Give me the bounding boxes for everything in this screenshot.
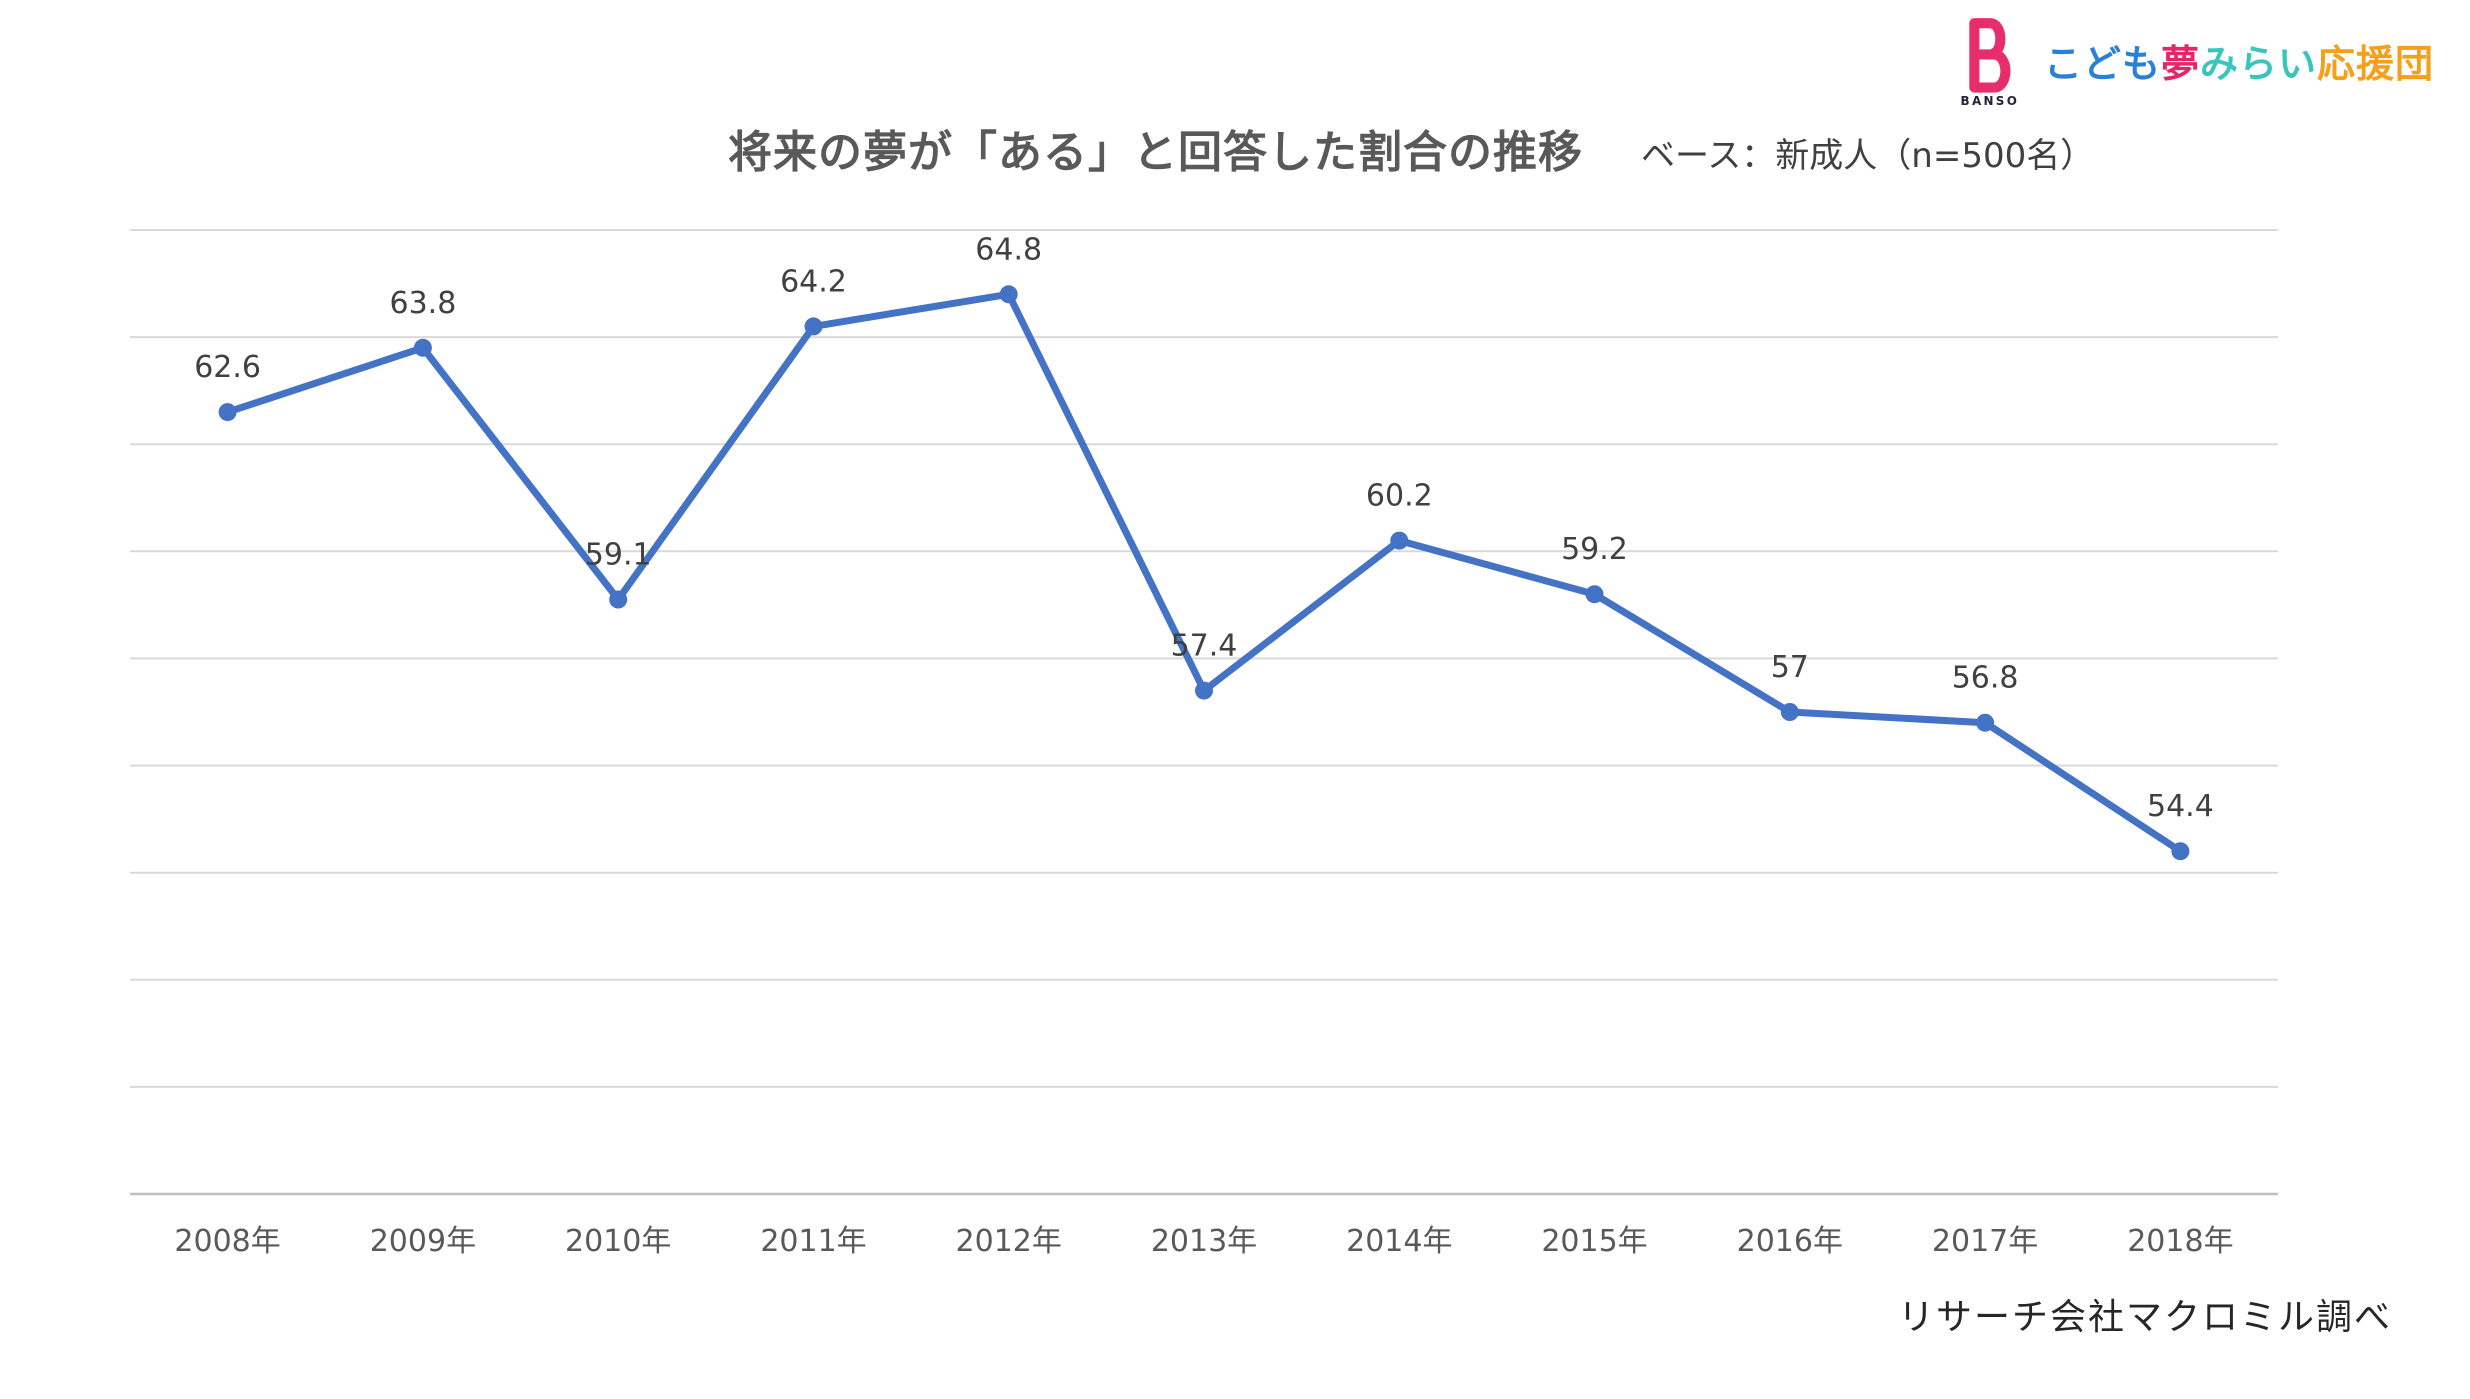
data-label: 64.2 [780, 264, 847, 299]
source-note: リサーチ会社マクロミル調べ [1897, 1297, 2392, 1338]
data-label: 57.4 [1171, 629, 1238, 664]
data-point-marker [2171, 842, 2190, 861]
logo-text-segment: 応援団 [2316, 41, 2434, 86]
data-point-marker [1390, 531, 1409, 550]
x-axis-label: 2012年 [956, 1224, 1062, 1259]
chart-title: 将来の夢が「ある」と回答した割合の推移 [728, 127, 1583, 178]
logo-text-segment: みらい [2199, 41, 2317, 86]
x-axis-label: 2011年 [760, 1224, 866, 1259]
x-axis-label: 2013年 [1151, 1224, 1257, 1259]
data-point-marker [1585, 585, 1604, 604]
banso-b-path [1969, 18, 2011, 93]
x-axis-label: 2016年 [1737, 1224, 1843, 1259]
x-axis-label: 2018年 [2127, 1224, 2233, 1259]
x-axis-label: 2014年 [1346, 1224, 1452, 1259]
logo-text: こども 夢 みらい 応援団 [2044, 33, 2434, 88]
data-label: 59.2 [1561, 532, 1628, 567]
logo-text-segment: こども [2043, 41, 2161, 86]
data-label: 56.8 [1952, 661, 2019, 696]
data-label: 63.8 [390, 286, 457, 321]
data-point-marker [804, 317, 823, 336]
series-line [224, 290, 2184, 855]
x-axis-label: 2010年 [565, 1224, 671, 1259]
data-label: 60.2 [1366, 479, 1433, 514]
data-label: 62.6 [194, 350, 261, 385]
data-point-marker [1780, 703, 1799, 721]
x-axis-label: 2015年 [1541, 1224, 1647, 1259]
data-point-marker [1976, 713, 1995, 732]
data-label: 54.4 [2147, 789, 2214, 824]
data-label: 64.8 [975, 232, 1042, 267]
data-point-marker [1195, 681, 1213, 700]
data-label: 57 [1771, 650, 1809, 685]
data-point-marker [999, 285, 1018, 304]
data-point-marker [413, 338, 432, 357]
x-axis-label: 2009年 [370, 1224, 476, 1259]
x-axis-label: 2017年 [1932, 1224, 2038, 1259]
data-point-marker [218, 403, 237, 422]
banso-logo-icon: BANSO [1960, 18, 2019, 108]
title-row: 将来の夢が「ある」と回答した割合の推移 ベース：新成人（n=500名） [728, 116, 2094, 180]
x-axis-label: 2008年 [174, 1224, 280, 1259]
logo-text-segment: 夢 [2160, 41, 2200, 86]
logo: BANSO こども 夢 みらい 応援団 [1944, 12, 2434, 108]
data-point-marker [609, 590, 628, 609]
banso-sub-text: BANSO [1960, 94, 2019, 108]
chart-base-note: ベース：新成人（n=500名） [1641, 136, 2095, 176]
data-label: 59.1 [585, 538, 652, 573]
